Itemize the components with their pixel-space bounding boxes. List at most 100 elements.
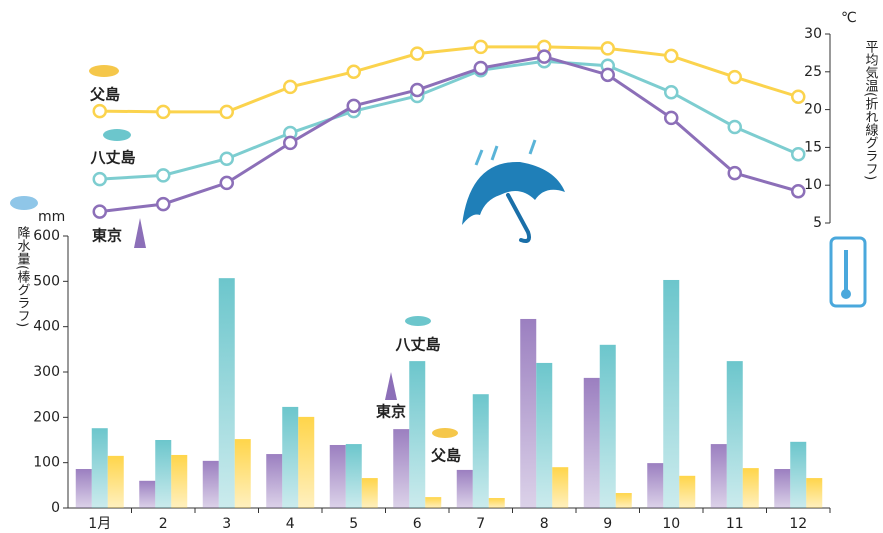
y-tick-label: 300: [33, 364, 60, 380]
bar: [726, 361, 743, 508]
x-tick-label: 1月: [88, 516, 111, 532]
temperature-point: [156, 104, 171, 120]
y-axis-label: 降水量(棒グラフ): [15, 226, 31, 327]
bar: [790, 441, 807, 508]
bar: [361, 478, 378, 508]
temperature-point: [92, 171, 107, 187]
bar: [282, 406, 299, 508]
x-tick-label: 3: [222, 516, 231, 532]
y2-tick-label: 30: [804, 26, 822, 42]
temperature-point: [664, 84, 679, 100]
temperature-point: [219, 151, 234, 166]
bar: [202, 460, 219, 508]
temperature-point: [727, 165, 742, 181]
bar: [234, 439, 251, 508]
thermometer-icon: [829, 236, 867, 308]
bar: [298, 416, 315, 508]
y-tick-label: 500: [33, 273, 60, 289]
bar: [663, 279, 680, 508]
x-tick-label: 6: [413, 516, 422, 532]
umbrella-icon: [462, 139, 565, 243]
bar: [472, 394, 489, 508]
temperature-point: [473, 60, 488, 76]
y-tick-label: 100: [33, 455, 60, 471]
series-label: 東京: [376, 403, 406, 421]
bar: [393, 429, 410, 508]
bar: [552, 467, 569, 508]
y2-tick-label: 5: [813, 215, 822, 231]
bar: [218, 278, 235, 508]
temperature-point: [727, 119, 742, 135]
y2-tick-label: 20: [804, 102, 822, 118]
x-tick-label: 2: [159, 516, 168, 532]
x-tick-label: 5: [349, 516, 358, 532]
x-tick-label: 9: [603, 516, 612, 532]
temperature-point: [92, 103, 107, 119]
y-tick-label: 200: [33, 409, 60, 425]
bar: [75, 469, 92, 508]
cloud-icon: [10, 65, 458, 438]
temperature-line: [99, 59, 799, 181]
bar: [806, 478, 823, 508]
temperature-line: [99, 45, 799, 114]
x-tick-label: 8: [540, 516, 549, 532]
bar: [266, 454, 283, 508]
x-tick-label: 12: [789, 516, 807, 532]
temperature-point: [473, 39, 488, 55]
bar: [345, 444, 362, 508]
bar: [456, 469, 473, 508]
y-tick-label: 600: [33, 228, 60, 244]
temperature-point: [346, 98, 361, 114]
temperature-point: [219, 175, 234, 191]
bar: [107, 455, 124, 508]
bar: [679, 475, 696, 508]
bar: [536, 362, 553, 508]
temperature-point: [664, 48, 679, 64]
temperature-point: [727, 69, 742, 85]
bar: [599, 344, 616, 508]
y2-tick-label: 25: [804, 64, 822, 80]
y-unit: mm: [38, 209, 65, 225]
temperature-point: [600, 41, 615, 56]
series-label: 八丈島: [394, 336, 440, 354]
tower-icon: [134, 218, 397, 400]
series-label: 父島: [89, 86, 120, 104]
bar: [155, 440, 172, 508]
bar: [742, 468, 759, 508]
bar: [710, 444, 727, 508]
temperature-point: [410, 46, 425, 61]
temperature-point: [156, 168, 171, 183]
temperature-point: [346, 64, 361, 80]
temperature-point: [156, 196, 171, 212]
series-label: 父島: [430, 447, 461, 465]
temperature-point: [283, 135, 298, 151]
y2-axis-label: 平均気温(折れ線グラフ): [863, 40, 879, 180]
x-tick-label: 11: [726, 516, 744, 532]
bar: [647, 463, 664, 508]
temperature-point: [791, 146, 806, 162]
bar: [139, 480, 156, 508]
temperature-point: [791, 89, 806, 104]
bar: [91, 428, 108, 508]
temperature-point: [219, 104, 234, 120]
temperature-point: [410, 82, 425, 98]
y-tick-label: 400: [33, 319, 60, 335]
y2-tick-label: 15: [804, 139, 822, 155]
x-tick-label: 10: [662, 516, 680, 532]
bar: [520, 318, 537, 508]
temperature-line: [99, 55, 799, 214]
bar: [329, 444, 346, 508]
temperature-point: [283, 79, 298, 95]
bar: [171, 454, 188, 508]
series-label: 東京: [92, 227, 122, 245]
temperature-point: [92, 204, 107, 219]
bar: [615, 493, 632, 508]
bar: [488, 498, 505, 508]
series-label: 八丈島: [89, 149, 135, 167]
x-tick-label: 4: [286, 516, 295, 532]
temperature-point: [537, 49, 552, 64]
temperature-point: [791, 183, 806, 199]
bar: [425, 497, 442, 508]
bar: [774, 469, 791, 508]
x-tick-label: 7: [476, 516, 485, 532]
